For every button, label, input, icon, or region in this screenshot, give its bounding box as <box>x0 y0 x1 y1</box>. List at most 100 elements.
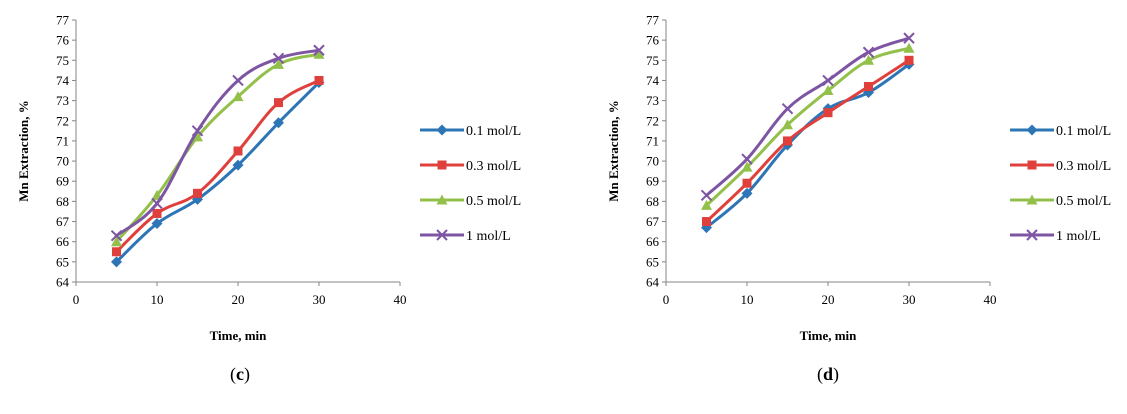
marker-stroke <box>191 125 204 137</box>
marker-stroke <box>313 44 325 56</box>
marker-stroke <box>1026 229 1038 241</box>
y-tick-label: 73 <box>646 93 659 108</box>
y-tick-label: 74 <box>56 73 70 88</box>
legend-entry: 0.3 mol/L <box>420 159 521 174</box>
y-tick-label: 72 <box>56 113 69 128</box>
y-axis-title: Mn Extraction, % <box>606 100 621 201</box>
legend-entry: 0.5 mol/L <box>420 194 521 209</box>
x-axis-title: Time, min <box>210 328 268 343</box>
data-point <box>741 187 753 199</box>
data-point <box>701 199 712 210</box>
legend-entry: 0.5 mol/L <box>1010 194 1111 209</box>
data-point <box>864 82 873 92</box>
x-tick-label: 30 <box>313 292 326 307</box>
y-tick-label: 66 <box>56 234 70 249</box>
data-point <box>232 159 244 171</box>
data-point <box>903 42 915 53</box>
legend-entry: 0.3 mol/L <box>1010 159 1111 174</box>
y-tick-label: 71 <box>56 133 69 148</box>
series-group <box>701 58 915 234</box>
data-point <box>193 188 202 198</box>
x-axis-title: Time, min <box>800 328 858 343</box>
x-tick-label: 40 <box>394 292 407 307</box>
y-tick-label: 75 <box>56 53 69 68</box>
data-point <box>151 218 163 230</box>
series-group <box>112 75 324 257</box>
legend-label: 1 mol/L <box>1056 229 1101 244</box>
data-point <box>191 125 204 137</box>
legend-label: 0.1 mol/L <box>466 124 521 139</box>
legend-label: 0.5 mol/L <box>466 194 521 209</box>
y-tick-label: 69 <box>646 174 659 189</box>
legend-marker <box>436 229 448 241</box>
legend-label: 0.5 mol/L <box>1056 194 1111 209</box>
series-line <box>705 63 910 229</box>
data-point <box>863 54 874 65</box>
legend-marker <box>436 194 448 205</box>
marker-stroke <box>862 46 875 58</box>
data-point <box>862 46 875 58</box>
data-point <box>741 153 753 165</box>
marker-stroke <box>700 189 713 202</box>
data-point <box>273 58 284 69</box>
data-point <box>111 256 122 268</box>
legend-entry: 1 mol/L <box>1010 229 1101 244</box>
data-point <box>314 75 324 85</box>
data-point <box>313 48 325 59</box>
data-point <box>192 131 203 142</box>
y-tick-label: 70 <box>56 154 69 169</box>
y-tick-label: 75 <box>646 53 659 68</box>
y-tick-label: 69 <box>56 174 69 189</box>
data-point <box>742 178 752 188</box>
data-point <box>151 197 163 210</box>
y-tick-label: 68 <box>646 194 659 209</box>
data-point <box>110 229 123 242</box>
legend-marker <box>436 124 448 136</box>
legend-label: 0.3 mol/L <box>1056 159 1111 174</box>
x-tick-label: 10 <box>741 292 754 307</box>
series-group <box>702 55 914 227</box>
data-point <box>700 189 713 202</box>
data-point <box>781 102 794 115</box>
data-point <box>232 74 244 87</box>
series-group <box>110 44 325 242</box>
marker-stroke <box>822 74 834 87</box>
y-tick-label: 68 <box>56 194 69 209</box>
legend-label: 0.1 mol/L <box>1056 124 1111 139</box>
x-tick-label: 10 <box>151 292 164 307</box>
y-tick-label: 67 <box>646 214 660 229</box>
y-tick-label: 64 <box>56 275 70 290</box>
y-tick-label: 74 <box>646 73 660 88</box>
legend-marker <box>1027 160 1037 170</box>
legend-marker <box>437 160 447 170</box>
series-line <box>705 36 910 197</box>
panel-label: (c) <box>230 364 250 385</box>
data-point <box>313 44 325 56</box>
data-point <box>822 85 834 96</box>
y-tick-label: 65 <box>56 254 69 269</box>
data-point <box>783 136 792 146</box>
y-tick-label: 73 <box>56 93 69 108</box>
data-point <box>112 247 121 257</box>
marker-stroke <box>151 197 163 210</box>
y-tick-label: 66 <box>646 234 660 249</box>
legend-marker <box>1026 124 1038 136</box>
x-tick-label: 40 <box>984 292 997 307</box>
data-point <box>274 98 283 108</box>
marker-stroke <box>436 229 448 241</box>
y-tick-label: 64 <box>646 275 660 290</box>
data-point <box>741 161 753 172</box>
series-group <box>700 32 915 202</box>
panel-label: (d) <box>817 364 839 385</box>
marker-stroke <box>272 52 285 64</box>
y-axis-title: Mn Extraction, % <box>16 100 31 201</box>
y-tick-label: 67 <box>56 214 70 229</box>
data-point <box>152 208 162 218</box>
data-point <box>272 52 285 64</box>
chart-panel: 64 65 66 67 68 69 70 71 72 73 74 75 76 77 0 10 20 30 40 Tim… <box>16 13 521 386</box>
data-point <box>233 146 243 156</box>
data-point <box>273 117 284 129</box>
y-tick-label: 76 <box>56 33 70 48</box>
marker-stroke <box>232 74 244 87</box>
